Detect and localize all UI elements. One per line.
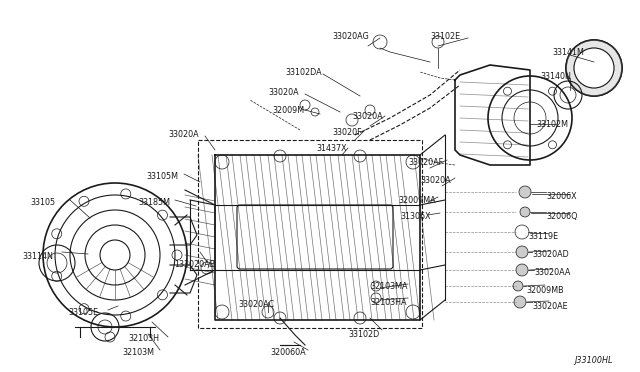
Circle shape	[513, 281, 523, 291]
Text: 33102D: 33102D	[348, 330, 380, 339]
Text: 33185M: 33185M	[138, 198, 170, 207]
Text: 31437X: 31437X	[316, 144, 347, 153]
Text: 33020AE: 33020AE	[532, 302, 568, 311]
Text: 32006Q: 32006Q	[546, 212, 577, 221]
Text: 32009MB: 32009MB	[526, 286, 564, 295]
Text: 33105M: 33105M	[146, 172, 178, 181]
Text: 33119E: 33119E	[528, 232, 558, 241]
Text: 32006X: 32006X	[546, 192, 577, 201]
Text: 33020AC: 33020AC	[238, 300, 274, 309]
Circle shape	[574, 48, 614, 88]
Text: 33020AA: 33020AA	[534, 268, 570, 277]
Text: 32103HA: 32103HA	[370, 298, 406, 307]
Circle shape	[520, 207, 530, 217]
Text: 33102M: 33102M	[536, 120, 568, 129]
Text: 33020A: 33020A	[352, 112, 383, 121]
Text: 32103M: 32103M	[122, 348, 154, 357]
Circle shape	[519, 186, 531, 198]
Text: 32103H: 32103H	[128, 334, 159, 343]
Text: 33020F: 33020F	[332, 128, 362, 137]
Text: 33141M: 33141M	[552, 48, 584, 57]
Text: 32009MA: 32009MA	[398, 196, 436, 205]
Text: 33020AD: 33020AD	[532, 250, 569, 259]
Text: 320060A: 320060A	[270, 348, 306, 357]
Text: 32103MA: 32103MA	[370, 282, 408, 291]
Circle shape	[516, 246, 528, 258]
Text: 33140N: 33140N	[540, 72, 571, 81]
Text: 33102DA: 33102DA	[285, 68, 322, 77]
Text: 33020AF: 33020AF	[408, 158, 443, 167]
Text: 33105: 33105	[30, 198, 55, 207]
Text: 33020AG: 33020AG	[332, 32, 369, 41]
Circle shape	[516, 264, 528, 276]
Circle shape	[566, 40, 622, 96]
Text: 33020A: 33020A	[168, 130, 198, 139]
Text: 33020A: 33020A	[268, 88, 299, 97]
Text: 133020AB: 133020AB	[174, 260, 215, 269]
Text: 33114N: 33114N	[22, 252, 53, 261]
Text: 31306X: 31306X	[400, 212, 431, 221]
Text: 33102E: 33102E	[430, 32, 460, 41]
Text: J33100HL: J33100HL	[574, 356, 612, 365]
Circle shape	[514, 296, 526, 308]
Text: 33105E: 33105E	[68, 308, 98, 317]
Text: 32009M: 32009M	[272, 106, 304, 115]
Text: 33020A: 33020A	[420, 176, 451, 185]
